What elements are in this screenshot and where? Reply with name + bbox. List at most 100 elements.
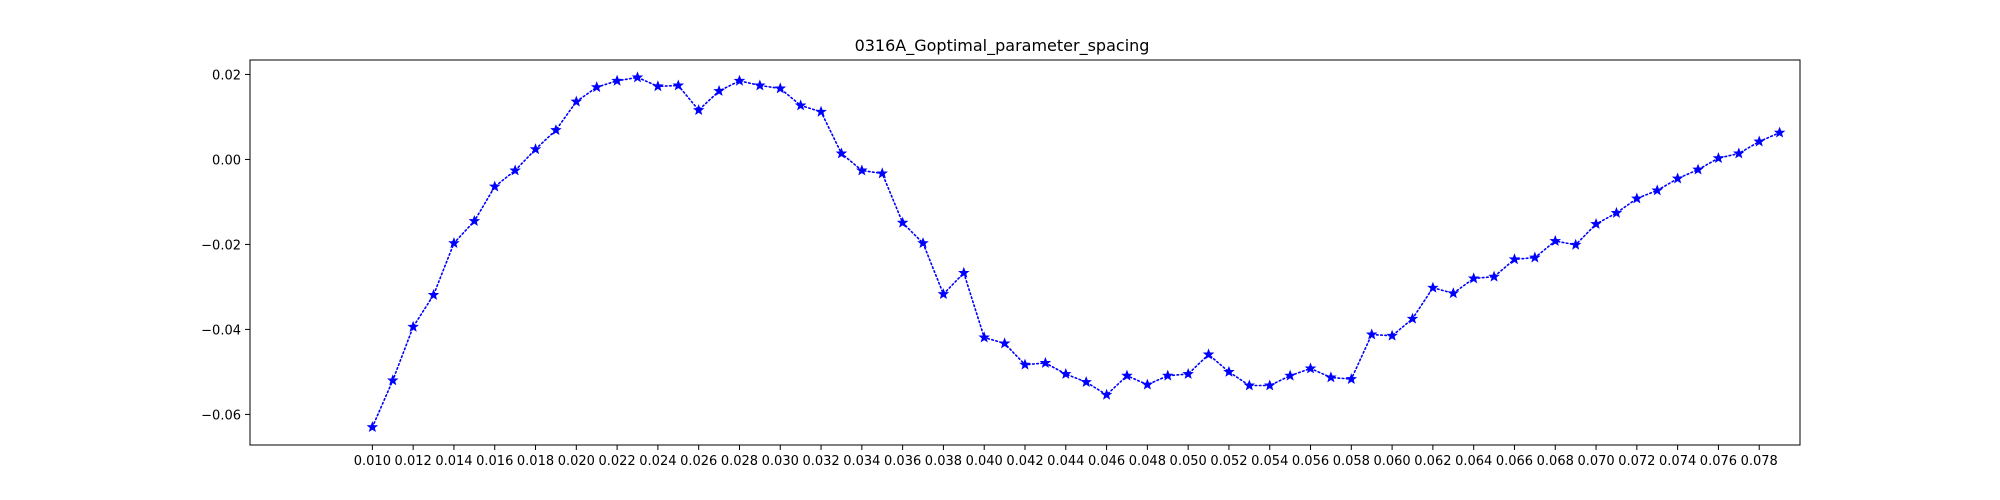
- x-tick-label: 0.030: [762, 454, 799, 469]
- data-point-marker: [774, 82, 787, 94]
- data-point-marker: [1773, 126, 1786, 138]
- data-point-marker: [1447, 287, 1460, 299]
- data-point-marker: [1590, 217, 1602, 229]
- x-tick-label: 0.036: [884, 454, 921, 469]
- data-point-marker: [1427, 281, 1439, 293]
- x-tick-label: 0.032: [802, 454, 839, 469]
- data-point-marker: [1080, 376, 1092, 388]
- x-tick-label: 0.024: [639, 454, 676, 469]
- data-point-marker: [1467, 272, 1480, 284]
- x-tick-label: 0.046: [1088, 454, 1125, 469]
- x-tick-label: 0.064: [1455, 454, 1492, 469]
- data-point-marker: [815, 105, 827, 117]
- x-tick-label: 0.078: [1741, 454, 1778, 469]
- data-point-marker: [1019, 358, 1031, 370]
- data-point-marker: [896, 216, 909, 228]
- data-point-marker: [1610, 206, 1623, 218]
- y-tick-label: 0.02: [212, 68, 241, 83]
- data-point-marker: [856, 164, 868, 176]
- data-point-marker: [631, 71, 644, 83]
- x-tick-label: 0.014: [435, 454, 472, 469]
- x-tick-label: 0.058: [1333, 454, 1370, 469]
- data-point-marker: [1753, 135, 1765, 147]
- data-point-marker: [937, 288, 950, 300]
- data-point-marker: [387, 374, 399, 386]
- x-tick-label: 0.056: [1292, 454, 1329, 469]
- data-point-marker: [1284, 369, 1296, 381]
- data-point-marker: [998, 337, 1011, 349]
- data-point-marker: [1529, 251, 1541, 263]
- data-point-marker: [1386, 329, 1398, 341]
- x-tick-label: 0.054: [1251, 454, 1288, 469]
- x-tick-label: 0.010: [354, 454, 391, 469]
- data-point-marker: [1631, 192, 1643, 204]
- data-point-marker: [835, 147, 848, 159]
- x-tick-label: 0.052: [1210, 454, 1247, 469]
- data-point-marker: [1733, 147, 1745, 159]
- data-point-marker: [1223, 365, 1235, 377]
- data-point-marker: [407, 320, 419, 332]
- data-point-marker: [1060, 367, 1072, 379]
- x-tick-label: 0.016: [476, 454, 513, 469]
- data-point-marker: [652, 80, 664, 92]
- x-tick-label: 0.068: [1537, 454, 1574, 469]
- data-point-marker: [1651, 184, 1663, 196]
- data-point-marker: [448, 237, 460, 249]
- x-tick-label: 0.040: [966, 454, 1003, 469]
- data-point-marker: [1304, 362, 1317, 374]
- x-tick-label: 0.018: [517, 454, 554, 469]
- x-tick-label: 0.060: [1373, 454, 1410, 469]
- data-point-marker: [529, 143, 542, 155]
- data-point-marker: [1100, 388, 1113, 400]
- data-point-marker: [366, 421, 379, 433]
- data-point-marker: [1569, 238, 1582, 250]
- x-tick-label: 0.050: [1170, 454, 1207, 469]
- x-tick-label: 0.022: [598, 454, 635, 469]
- x-tick-label: 0.042: [1006, 454, 1043, 469]
- data-point-marker: [754, 79, 766, 91]
- data-point-marker: [611, 74, 623, 86]
- data-point-marker: [427, 288, 440, 300]
- plot-area: [366, 71, 1786, 433]
- data-point-marker: [1406, 312, 1419, 324]
- data-point-marker: [713, 84, 725, 96]
- data-point-marker: [1671, 172, 1684, 184]
- data-point-marker: [692, 104, 705, 116]
- data-point-marker: [1692, 163, 1704, 175]
- data-point-marker: [1508, 253, 1521, 265]
- data-point-marker: [509, 164, 521, 176]
- plot-frame: [249, 59, 1801, 446]
- x-tick-label: 0.062: [1414, 454, 1451, 469]
- data-point-marker: [958, 266, 970, 278]
- data-point-marker: [1365, 328, 1378, 340]
- x-axis: 0.010 0.012 0.014 0.016 0.018 0.020 0.022 0.024…: [354, 445, 1778, 469]
- x-tick-label: 0.012: [395, 454, 432, 469]
- x-tick-label: 0.028: [721, 454, 758, 469]
- data-point-marker: [1345, 373, 1358, 385]
- series-line: [371, 76, 1781, 428]
- chart-title: 0316A_Goptimal_parameter_spacing: [855, 36, 1150, 56]
- x-tick-label: 0.048: [1129, 454, 1166, 469]
- data-point-marker: [672, 79, 685, 91]
- x-tick-label: 0.020: [558, 454, 595, 469]
- data-point-marker: [590, 81, 603, 93]
- data-point-marker: [1039, 356, 1052, 368]
- x-tick-label: 0.076: [1700, 454, 1737, 469]
- data-point-marker: [488, 180, 501, 192]
- x-tick-label: 0.074: [1659, 454, 1696, 469]
- x-tick-label: 0.072: [1618, 454, 1655, 469]
- x-tick-label: 0.070: [1577, 454, 1614, 469]
- data-point-marker: [468, 215, 481, 226]
- data-point-marker: [876, 167, 888, 179]
- data-point-marker: [1263, 379, 1276, 391]
- y-tick-label: 0.00: [212, 153, 241, 168]
- data-point-marker: [1162, 369, 1174, 381]
- x-tick-label: 0.044: [1047, 454, 1084, 469]
- x-tick-label: 0.034: [843, 454, 880, 469]
- y-tick-label: −0.04: [201, 323, 241, 338]
- data-point-marker: [1121, 369, 1133, 381]
- data-point-marker: [570, 95, 583, 107]
- y-axis: 0.02 0.00 −0.02 −0.04 −0.06: [201, 68, 250, 423]
